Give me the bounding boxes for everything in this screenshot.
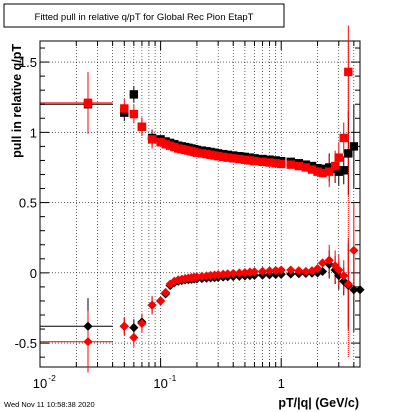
data-point-diamond (264, 266, 275, 276)
data-point-square (161, 140, 170, 149)
y-tick-label: 0 (30, 266, 37, 281)
data-point-square (235, 154, 244, 164)
data-point-diamond (83, 321, 93, 331)
data-point-square (318, 164, 327, 174)
data-point-diamond (249, 267, 260, 277)
data-point-square (301, 163, 311, 172)
data-point-square (156, 137, 165, 147)
data-point-square (344, 67, 353, 77)
x-tick-exponent: -2 (48, 373, 56, 383)
data-point-diamond (317, 258, 328, 268)
data-point-square (265, 158, 274, 167)
data-point-square (339, 166, 348, 175)
data-point-diamond (271, 265, 281, 276)
data-point-diamond (317, 266, 328, 277)
x-tick-label: 10 (33, 376, 47, 391)
data-point-square (129, 90, 139, 99)
data-point-diamond (324, 255, 334, 265)
data-point-square (307, 165, 317, 174)
data-point-diamond (334, 271, 344, 281)
data-point-diamond (307, 266, 317, 276)
data-point-square (223, 153, 232, 162)
data-point-diamond (197, 271, 207, 281)
data-point-diamond (234, 268, 244, 278)
data-point-square (334, 167, 343, 176)
y-tick-label: 1.5 (19, 55, 37, 70)
data-point-square (245, 156, 255, 165)
plot-frame (39, 40, 361, 368)
data-point-square (277, 159, 286, 169)
data-point-diamond (349, 245, 359, 255)
data-point-diamond (343, 279, 353, 289)
data-point-square (344, 149, 353, 158)
y-tick-label: 0.5 (19, 196, 37, 211)
data-point-diamond (83, 337, 93, 347)
data-point-square (197, 149, 207, 158)
data-point-square (240, 155, 250, 164)
x-tick-label: 1 (278, 376, 285, 391)
data-point-diamond (223, 269, 233, 279)
data-point-diamond (355, 285, 365, 295)
data-point-diamond (129, 332, 139, 343)
data-point-square (313, 167, 322, 176)
data-point-square (330, 161, 340, 171)
data-point-square (147, 135, 157, 144)
data-point-square (325, 163, 334, 172)
data-point-diamond (349, 285, 359, 295)
title-box: Fitted pull in relative q/pT for Global … (3, 3, 285, 28)
data-point-diamond (161, 287, 171, 298)
data-point-square (137, 122, 147, 131)
y-axis-label: pull in relative q/pT (10, 44, 24, 158)
data-point-square (318, 168, 327, 178)
data-point-square (286, 160, 295, 169)
data-point-square (294, 161, 304, 171)
data-point-diamond (276, 265, 286, 275)
x-tick-label: 10 (153, 376, 167, 391)
data-point-square (339, 133, 348, 143)
data-point-square (271, 159, 280, 168)
data-point-square (120, 108, 129, 117)
data-point-diamond (339, 271, 349, 281)
data-point-square (349, 142, 359, 151)
data-point-square (213, 152, 223, 161)
data-point-square (129, 109, 139, 119)
data-point-diamond (257, 266, 268, 276)
x-tick-exponent: -1 (169, 373, 177, 383)
data-point-square (218, 152, 228, 162)
timestamp: Wed Nov 11 10:58:38 2020 (4, 400, 95, 409)
data-point-diamond (119, 321, 129, 331)
data-point-square (83, 98, 93, 108)
data-point-diamond (137, 318, 147, 329)
data-point-square (334, 153, 343, 162)
data-point-square (325, 167, 334, 176)
data-point-diamond (129, 323, 139, 333)
data-point-square (258, 157, 267, 167)
data-point-square (229, 154, 238, 163)
data-point-square (192, 148, 202, 157)
chart-title: Fitted pull in relative q/pT for Global … (35, 12, 254, 23)
data-point-diamond (334, 265, 344, 275)
data-markers (83, 67, 365, 347)
data-point-diamond (286, 265, 296, 275)
y-tick-label: 1 (30, 125, 37, 140)
x-axis-label: pT/|q| (GeV/c) (278, 396, 359, 410)
data-point-square (120, 104, 129, 113)
data-point-square (250, 156, 259, 166)
data-point-diamond (156, 296, 166, 306)
data-point-diamond (240, 267, 250, 278)
data-point-diamond (192, 272, 202, 282)
data-point-diamond (301, 266, 311, 277)
data-point-diamond (312, 264, 323, 274)
data-point-diamond (294, 266, 304, 276)
data-point-diamond (147, 300, 157, 310)
y-tick-label: -0.5 (15, 336, 37, 351)
tick-labels: -0.500.511.510 -2 10 -1 1 (15, 55, 285, 391)
data-point-diamond (228, 268, 238, 279)
